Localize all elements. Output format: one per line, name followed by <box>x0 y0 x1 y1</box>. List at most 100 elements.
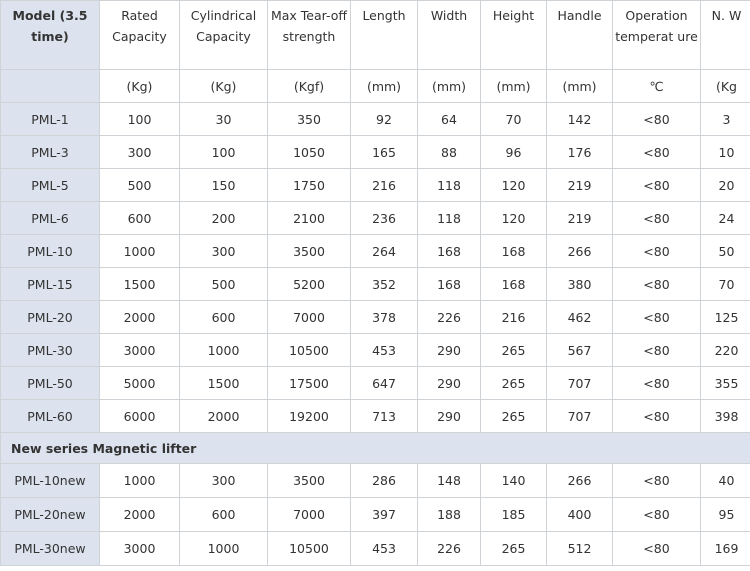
cell-model: PML-10 <box>0 234 100 268</box>
cell-cylindrical-capacity: 100 <box>179 135 268 169</box>
cell-height: 120 <box>480 168 547 202</box>
cell-handle: 219 <box>546 168 613 202</box>
cell-height: 168 <box>480 234 547 268</box>
table-row: PML-6 600 200 2100 236 118 120 219 <80 24 <box>0 201 750 235</box>
cell-cylindrical-capacity: 2000 <box>179 399 268 433</box>
cell-height: 265 <box>480 366 547 400</box>
cell-cylindrical-capacity: 30 <box>179 102 268 136</box>
cell-model: PML-20new <box>0 497 100 532</box>
cell-length: 713 <box>350 399 418 433</box>
cell-operation-temperature: <80 <box>612 168 701 202</box>
cell-rated-capacity: 2000 <box>99 300 180 334</box>
cell-handle: 380 <box>546 267 613 301</box>
cell-length: 378 <box>350 300 418 334</box>
cell-handle: 266 <box>546 463 613 498</box>
cell-model: PML-10new <box>0 463 100 498</box>
cell-cylindrical-capacity: 150 <box>179 168 268 202</box>
cell-rated-capacity: 5000 <box>99 366 180 400</box>
cell-operation-temperature: <80 <box>612 201 701 235</box>
cell-handle: 707 <box>546 399 613 433</box>
cell-operation-temperature: <80 <box>612 463 701 498</box>
cell-model: PML-5 <box>0 168 100 202</box>
cell-max-tear-off: 19200 <box>267 399 351 433</box>
cell-rated-capacity: 1000 <box>99 234 180 268</box>
table-row: PML-60 6000 2000 19200 713 290 265 707 <80 398 <box>0 399 750 433</box>
cell-rated-capacity: 1000 <box>99 463 180 498</box>
cell-height: 70 <box>480 102 547 136</box>
cell-height: 120 <box>480 201 547 235</box>
cell-net-weight: 125 <box>700 300 750 334</box>
header-max-tear-off: Max Tear-off strength <box>267 0 351 70</box>
cell-net-weight: 220 <box>700 333 750 367</box>
cell-width: 118 <box>417 201 481 235</box>
unit-max-tear-off: (Kgf) <box>267 69 351 103</box>
cell-rated-capacity: 2000 <box>99 497 180 532</box>
table-row: PML-50 5000 1500 17500 647 290 265 707 <80 355 <box>0 366 750 400</box>
unit-length: (mm) <box>350 69 418 103</box>
units-row: (Kg) (Kg) (Kgf) (mm) (mm) (mm) (mm) ℃ (Kg <box>0 69 750 103</box>
cell-rated-capacity: 300 <box>99 135 180 169</box>
header-rated-capacity: Rated Capacity <box>99 0 180 70</box>
header-height: Height <box>480 0 547 70</box>
cell-cylindrical-capacity: 1000 <box>179 531 268 566</box>
cell-model: PML-15 <box>0 267 100 301</box>
cell-net-weight: 169 <box>700 531 750 566</box>
cell-length: 264 <box>350 234 418 268</box>
header-handle: Handle <box>546 0 613 70</box>
cell-height: 96 <box>480 135 547 169</box>
unit-width: (mm) <box>417 69 481 103</box>
cell-width: 88 <box>417 135 481 169</box>
cell-net-weight: 50 <box>700 234 750 268</box>
cell-height: 265 <box>480 531 547 566</box>
cell-cylindrical-capacity: 1000 <box>179 333 268 367</box>
cell-cylindrical-capacity: 300 <box>179 234 268 268</box>
table-row: PML-10new 1000 300 3500 286 148 140 266 <80 40 <box>0 463 750 498</box>
cell-max-tear-off: 10500 <box>267 333 351 367</box>
header-operation-temperature: Operation temperat ure <box>612 0 701 70</box>
cell-net-weight: 3 <box>700 102 750 136</box>
cell-max-tear-off: 350 <box>267 102 351 136</box>
cell-height: 185 <box>480 497 547 532</box>
cell-length: 165 <box>350 135 418 169</box>
header-model: Model (3.5 time) <box>0 0 100 70</box>
cell-model: PML-50 <box>0 366 100 400</box>
unit-handle: (mm) <box>546 69 613 103</box>
cell-length: 352 <box>350 267 418 301</box>
cell-net-weight: 398 <box>700 399 750 433</box>
cell-handle: 512 <box>546 531 613 566</box>
cell-height: 265 <box>480 399 547 433</box>
cell-max-tear-off: 7000 <box>267 300 351 334</box>
header-cylindrical-capacity: Cylindrical Capacity <box>179 0 268 70</box>
cell-operation-temperature: <80 <box>612 399 701 433</box>
cell-length: 453 <box>350 333 418 367</box>
cell-max-tear-off: 2100 <box>267 201 351 235</box>
table-row: PML-10 1000 300 3500 264 168 168 266 <80 50 <box>0 234 750 268</box>
cell-cylindrical-capacity: 600 <box>179 300 268 334</box>
cell-model: PML-3 <box>0 135 100 169</box>
cell-operation-temperature: <80 <box>612 267 701 301</box>
table-row: PML-15 1500 500 5200 352 168 168 380 <80 70 <box>0 267 750 301</box>
unit-operation-temperature: ℃ <box>612 69 701 103</box>
unit-net-weight: (Kg <box>700 69 750 103</box>
cell-width: 290 <box>417 366 481 400</box>
unit-model <box>0 69 100 103</box>
cell-model: PML-1 <box>0 102 100 136</box>
table-row: PML-3 300 100 1050 165 88 96 176 <80 10 <box>0 135 750 169</box>
cell-length: 92 <box>350 102 418 136</box>
cell-net-weight: 70 <box>700 267 750 301</box>
cell-width: 290 <box>417 333 481 367</box>
cell-length: 647 <box>350 366 418 400</box>
cell-height: 140 <box>480 463 547 498</box>
cell-net-weight: 355 <box>700 366 750 400</box>
cell-operation-temperature: <80 <box>612 333 701 367</box>
cell-net-weight: 20 <box>700 168 750 202</box>
unit-cylindrical-capacity: (Kg) <box>179 69 268 103</box>
cell-length: 397 <box>350 497 418 532</box>
cell-max-tear-off: 7000 <box>267 497 351 532</box>
section-title: New series Magnetic lifter <box>0 432 750 464</box>
header-row: Model (3.5 time) Rated Capacity Cylindrica… <box>0 0 750 70</box>
table-row: PML-20new 2000 600 7000 397 188 185 400 <80 95 <box>0 497 750 532</box>
cell-rated-capacity: 3000 <box>99 333 180 367</box>
header-length: Length <box>350 0 418 70</box>
